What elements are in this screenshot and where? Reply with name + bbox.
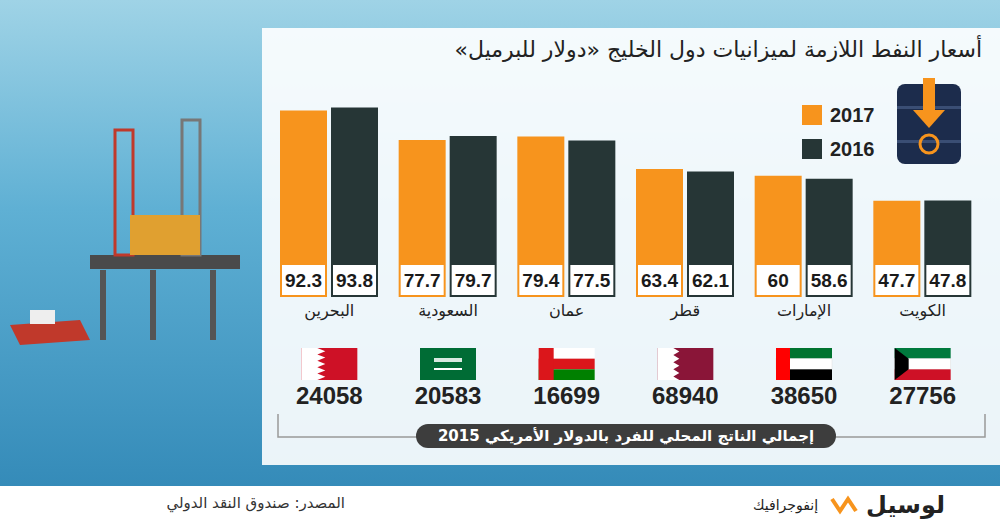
html-text:2017: 2017 <box>830 103 875 126</box>
svg-text:63.4: 63.4 <box>641 270 678 291</box>
svg-text:47.8: 47.8 <box>929 270 966 291</box>
svg-text:السعودية: السعودية <box>418 301 478 321</box>
svg-text:قطر: قطر <box>670 301 701 321</box>
html-text:أسعار النفط اللازمة لميزانيات: أسعار النفط اللازمة لميزانيات دول الخليج… <box>454 37 982 62</box>
svg-text:92.3: 92.3 <box>285 270 322 291</box>
svg-text:20583: 20583 <box>415 382 482 409</box>
svg-text:79.7: 79.7 <box>455 270 492 291</box>
svg-text:93.8: 93.8 <box>336 270 373 291</box>
svg-text:الكويت: الكويت <box>899 301 946 321</box>
svg-text:60: 60 <box>768 270 789 291</box>
html-text:المصدر: صندوق النقد الدولي: المصدر: صندوق النقد الدولي <box>166 494 345 512</box>
svg-text:58.6: 58.6 <box>811 270 848 291</box>
svg-text:27756: 27756 <box>889 382 956 409</box>
svg-text:24058: 24058 <box>296 382 363 409</box>
svg-text:62.1: 62.1 <box>692 270 729 291</box>
svg-text:47.7: 47.7 <box>878 270 915 291</box>
svg-text:البحرين: البحرين <box>304 301 354 321</box>
svg-text:77.7: 77.7 <box>404 270 441 291</box>
svg-text:الإمارات: الإمارات <box>777 301 831 321</box>
svg-text:38650: 38650 <box>771 382 838 409</box>
html-text:لوسيل: لوسيل <box>866 491 945 519</box>
svg-text:79.4: 79.4 <box>522 270 559 291</box>
svg-text:77.5: 77.5 <box>573 270 610 291</box>
svg-text:عمان: عمان <box>549 301 584 320</box>
svg-text:68940: 68940 <box>652 382 719 409</box>
svg-text:16699: 16699 <box>533 382 600 409</box>
html-text:إجمالي الناتج المحلي للفرد بال: إجمالي الناتج المحلي للفرد بالدولار الأم… <box>437 427 815 445</box>
html-text:إنفوجرافيك: إنفوجرافيك <box>753 497 819 513</box>
html-text:2016: 2016 <box>830 137 875 160</box>
